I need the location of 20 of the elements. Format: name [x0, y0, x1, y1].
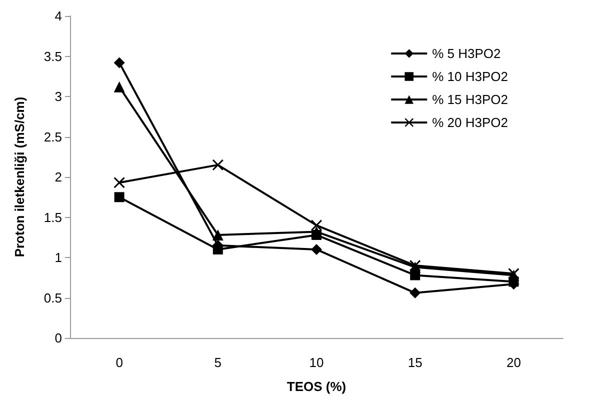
- y-tick-label: 2.5: [44, 129, 62, 144]
- x-tick-label: 0: [116, 355, 123, 370]
- x-tick-label: 15: [408, 355, 422, 370]
- y-tick-label: 1.5: [44, 210, 62, 225]
- y-tick-label: 3.5: [44, 48, 62, 64]
- x-tick-label: 20: [506, 355, 521, 370]
- x-tick-label: 10: [309, 355, 324, 370]
- legend-label: % 5 H3PO2: [432, 46, 501, 61]
- y-tick-label: 2: [54, 170, 62, 184]
- y-tick-label: 0: [54, 330, 62, 346]
- y-axis-title: Proton iletkenliği (mS/cm): [12, 96, 27, 258]
- y-tick-label: 4: [54, 8, 62, 24]
- legend-label: % 10 H3PO2: [432, 69, 508, 84]
- y-tick-label: 3: [54, 89, 62, 104]
- legend-label: % 15 H3PO2: [432, 92, 508, 107]
- legend-label: % 20 H3PO2: [432, 115, 508, 130]
- y-tick-label: 0.5: [44, 290, 62, 306]
- x-tick-label: 5: [214, 355, 222, 370]
- y-tick-label: 1: [54, 250, 62, 265]
- x-axis-title: TEOS (%): [286, 379, 346, 394]
